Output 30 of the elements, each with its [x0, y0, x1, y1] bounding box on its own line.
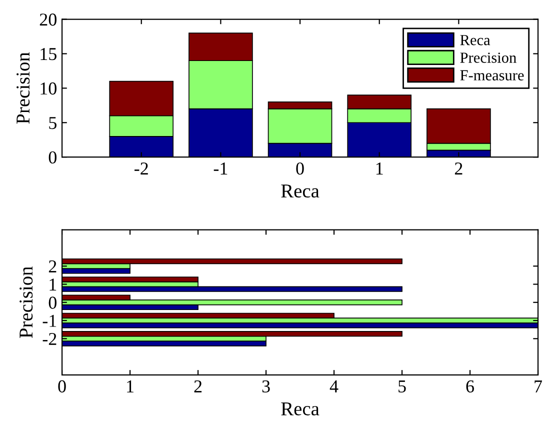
- x-axis-title: Reca: [281, 402, 320, 416]
- y-tick-label: 2: [48, 260, 56, 272]
- y-axis-title: Precision: [16, 52, 30, 124]
- x-tick-label: -2: [134, 162, 148, 174]
- legend-label: Precision: [460, 52, 516, 63]
- x-tick-label: 6: [466, 380, 474, 392]
- y-tick-label: 5: [49, 117, 56, 130]
- y-tick-label: 1: [50, 278, 56, 291]
- legend-label: F-measure: [460, 70, 524, 80]
- y-tick-label: -2: [42, 332, 56, 345]
- y-tick-label: 0: [48, 296, 56, 309]
- x-tick-label: 1: [127, 380, 134, 392]
- x-tick-label: 0: [296, 162, 304, 175]
- x-tick-label: 3: [262, 380, 270, 392]
- y-tick-label: 10: [40, 82, 56, 95]
- x-tick-label: 7: [534, 380, 542, 392]
- x-tick-label: 2: [454, 162, 462, 174]
- y-tick-label: 20: [40, 14, 56, 26]
- x-tick-label: 2: [194, 380, 202, 392]
- legend-label: Reca: [460, 35, 490, 46]
- y-tick-label: -1: [42, 314, 56, 327]
- y-axis-title: Precision: [20, 266, 33, 338]
- y-tick-label: 15: [40, 48, 56, 60]
- x-tick-label: 0: [58, 380, 66, 392]
- x-tick-label: 1: [376, 162, 383, 174]
- x-tick-label: 4: [330, 380, 338, 392]
- x-tick-label: 5: [398, 380, 406, 392]
- x-tick-label: -1: [214, 162, 228, 174]
- x-axis-title: Reca: [281, 184, 320, 198]
- y-tick-label: 0: [48, 151, 56, 164]
